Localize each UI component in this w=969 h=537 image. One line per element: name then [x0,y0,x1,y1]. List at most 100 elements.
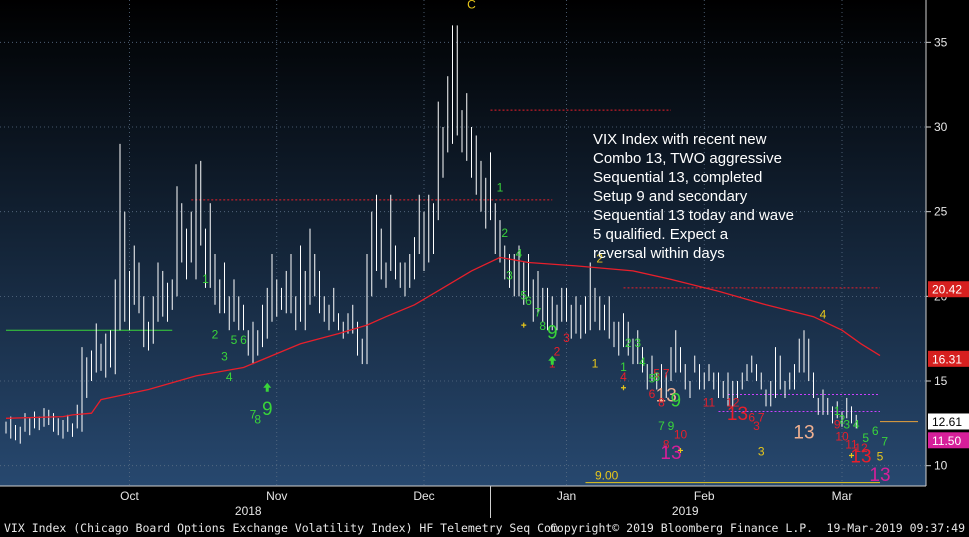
y-tick-label: 10 [934,459,948,473]
year-label: 2019 [672,504,699,518]
annotation-line: reversal within days [593,245,725,262]
annotation-line: Sequential 13 today and wave [593,207,794,224]
count-label: 11 [703,395,716,409]
footer-security-description: VIX Index (Chicago Board Options Exchang… [4,521,558,535]
count-label: 7 [881,434,888,448]
y-tick-label: 30 [934,120,948,134]
count-label: 2 [212,328,219,342]
series-end-labels: 20.42 16.31 12.61 11.50 [928,281,969,449]
count-label: 13 [793,423,814,444]
signal-markers [263,322,854,459]
annotation-line: 5 qualified. Expect a [593,226,729,243]
level-label-9: 9.00 [595,469,619,483]
count-label: 9 [262,399,273,420]
end-label-text: 16.31 [932,352,962,366]
end-label-box [928,350,969,367]
x-tick-label: Oct [120,489,139,503]
count-label: 7 [658,419,665,433]
annotation-line: Sequential 13, completed [593,169,762,186]
count-label: 7 [535,306,542,320]
y-tick-label: 35 [934,35,948,49]
count-label: 7 [250,407,257,421]
price-bars [5,25,857,444]
count-label: 2 [839,412,846,426]
count-label: 5 [877,450,884,464]
moving-average-line [5,256,881,419]
count-label: 1 [620,360,627,374]
count-label: 6 [240,333,247,347]
count-label: 9 [670,390,681,411]
count-label: 9 [834,417,841,431]
arrow-up-icon [548,355,557,365]
footer-timestamp: 19-Mar-2019 09:37:49 [827,521,966,535]
count-label: 4 [853,417,860,431]
count-label: 2 [596,251,603,265]
count-label: 3 [753,419,760,433]
count-label: 5 [231,333,238,347]
count-label: 13 [660,443,681,464]
count-label: 3 [843,417,850,431]
x-tick-label: Jan [557,489,576,503]
x-tick-label: Mar [832,489,853,503]
count-label: 13 [869,465,890,486]
count-label: 1 [834,404,841,418]
arrow-up-icon [263,382,272,392]
count-label: 5 [520,289,527,303]
count-label: 4 [820,307,827,321]
count-label: 1 [202,272,209,286]
sequential-counts: 123456789C123456789321121234455667138979… [202,0,890,486]
count-label: 2 [554,345,561,359]
year-label: 2018 [235,504,262,518]
count-label: 4 [226,370,233,384]
x-tick-label: Nov [266,489,287,503]
footer-copyright: Copyright© 2019 Bloomberg Finance L.P. [550,521,813,535]
count-label: 5 [653,367,660,381]
count-label: 3 [634,336,641,350]
annotation-line: Setup 9 and secondary [593,188,748,205]
plus-icon [621,385,626,391]
end-label-text: 11.50 [932,434,961,448]
count-label: 6 [525,294,532,308]
count-label: 11 [845,438,858,452]
count-label: 9 [547,323,558,344]
count-label: 8 [658,395,665,409]
count-label: 6 [649,387,656,401]
count-label: 7 [758,411,765,425]
count-label: 3 [758,445,765,459]
end-label-box [928,432,969,449]
x-tick-label: Feb [694,489,715,503]
annotation-line: Combo 13, TWO aggressive [593,150,782,167]
count-label: 12 [854,441,868,455]
count-label: 1 [497,180,504,194]
count-label: 6 [872,424,879,438]
x-axis: Oct Nov Dec Jan Feb Mar 2018 2019 [0,485,926,518]
plus-icon [849,453,854,459]
annotation-box: VIX Index with recent new Combo 13, TWO … [593,131,794,262]
count-label: 5 [862,431,869,445]
count-label: 1 [592,356,599,370]
plus-icon [521,322,527,328]
count-label: 6 [653,370,660,384]
count-label: 3 [506,268,513,282]
count-label: 5 [649,372,656,386]
end-label-box [928,413,969,430]
x-tick-label: Dec [413,489,434,503]
level-lines [6,109,918,484]
plus-icon [678,447,683,453]
count-label: 7 [663,367,670,381]
plot-background [0,0,926,486]
y-axis: 101520253035 [925,0,948,486]
count-label: 8 [254,412,261,426]
count-label: 12 [726,395,740,409]
count-label: 8 [663,438,670,452]
count-label: 9 [668,419,675,433]
count-label: 8 [539,319,546,333]
count-label: 4 [639,355,646,369]
count-label: 3 [221,350,228,364]
count-label: C [467,0,476,11]
count-label: 10 [835,429,849,443]
count-label: 4 [516,246,523,260]
count-label: 2 [625,336,632,350]
